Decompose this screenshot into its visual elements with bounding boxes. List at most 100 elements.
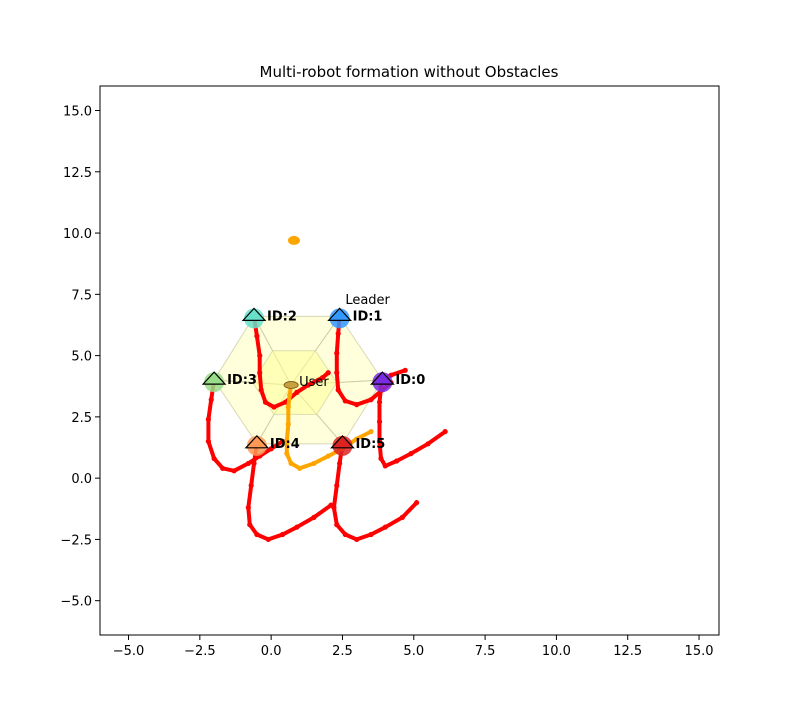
robot-path-2-point — [305, 382, 311, 388]
robot-path-5-point — [334, 522, 340, 528]
chart-title: Multi-robot formation without Obstacles — [260, 63, 559, 81]
robot-path-4-point — [279, 531, 286, 538]
user-path-point — [284, 438, 290, 444]
robot-path-3-point — [268, 446, 274, 452]
robot-path-2-point — [257, 370, 263, 376]
robot-id-label-1: ID:1 — [353, 309, 383, 324]
robot-path-5-point — [382, 524, 388, 530]
robot-path-4-point — [251, 460, 257, 467]
robot-path-5-point — [342, 531, 348, 538]
robot-heading-icon-2 — [241, 307, 267, 321]
robot-path-0-point — [402, 367, 408, 373]
robot-path-5-point — [354, 536, 360, 543]
x-tick-label: 0.0 — [261, 644, 282, 659]
robot-path-5-point — [414, 500, 420, 506]
robot-heading-icon-0 — [370, 371, 395, 385]
user-path-point — [284, 451, 290, 457]
robot-id-label-4: ID:4 — [270, 437, 300, 452]
y-tick-label: −2.5 — [60, 533, 92, 548]
robot-id-label-0: ID:0 — [395, 373, 425, 388]
robot-path-0-point — [382, 463, 388, 469]
robot-path-0-point — [378, 455, 384, 462]
y-tick-label: −5.0 — [60, 595, 92, 610]
user-path-point — [288, 460, 294, 467]
y-tick-label: 2.5 — [71, 411, 92, 426]
robot-path-3-point — [211, 455, 217, 462]
robot-path-3-point — [205, 416, 211, 422]
robot-path-4-point — [294, 524, 300, 530]
y-tick-label: 15.0 — [63, 105, 92, 120]
robot-path-0-point — [376, 419, 383, 425]
robot-path-1-point — [335, 387, 341, 393]
x-tick-label: 5.0 — [403, 644, 424, 659]
robot-path-0-point — [442, 428, 448, 435]
user-path-point — [325, 453, 331, 459]
x-tick-label: −5.0 — [113, 644, 145, 659]
robot-path-3-point — [208, 397, 214, 403]
x-tick-label: 15.0 — [685, 644, 714, 659]
robot-path-3-point — [220, 465, 226, 471]
robot-path-4-point — [248, 482, 254, 489]
robot-heading-icon-3 — [201, 371, 227, 385]
x-tick-label: 12.5 — [613, 644, 642, 659]
robot-id-label-5: ID:5 — [355, 437, 385, 452]
robot-path-2-point — [294, 389, 300, 395]
robot-path-2-point — [271, 404, 277, 410]
robot-id-label-3: ID:3 — [227, 373, 257, 388]
user-path-point — [368, 428, 374, 435]
plot-area: User ID:0 ID:1 ID:2 ID:3 ID:4 ID:5 Leader — [201, 235, 448, 543]
robot-path-2-point — [258, 387, 264, 393]
robot-path-2-point — [257, 352, 263, 359]
robot-path-2-point — [325, 370, 331, 376]
goal-marker — [287, 235, 300, 245]
robot-path-1-point — [368, 397, 374, 403]
robot-path-1-point — [342, 398, 348, 404]
robot-heading-icon-1 — [327, 307, 352, 321]
robot-path-5-point — [331, 504, 337, 511]
robot-path-5-point — [368, 531, 374, 538]
y-tick-label: 10.0 — [63, 227, 92, 242]
robot-path-1-point — [335, 330, 341, 337]
robot-path-4-point — [265, 536, 271, 543]
robot-path-0-point — [376, 399, 383, 405]
robot-path-3-point — [279, 438, 286, 444]
robot-path-5-point — [399, 514, 405, 520]
robot-path-4-point — [311, 514, 317, 520]
user-path-point — [285, 421, 291, 427]
robot-id-label-2: ID:2 — [267, 309, 297, 324]
user-marker — [283, 381, 299, 390]
robot-path-1 — [334, 314, 393, 407]
user-path-point — [287, 392, 293, 398]
robot-path-0-point — [425, 441, 431, 447]
x-tick-label: 2.5 — [332, 644, 353, 659]
robot-path-5-point — [337, 460, 343, 467]
user-path-point — [354, 436, 360, 442]
y-tick-label: 7.5 — [71, 288, 92, 303]
user-path-point — [297, 465, 303, 471]
robot-path-2-point — [262, 399, 269, 405]
robot-heading-icon-5 — [330, 434, 355, 449]
robot-path-0-point — [376, 438, 383, 444]
robot-path-1-point — [334, 350, 340, 356]
user-path-point — [311, 460, 317, 467]
robot-path-4-point — [245, 504, 251, 511]
user-label: User — [299, 375, 329, 390]
x-tick-label: 7.5 — [475, 644, 496, 659]
robot-path-0-point — [408, 451, 414, 457]
robot-path-0-point — [394, 458, 400, 464]
leader-label: Leader — [345, 293, 390, 308]
robot-path-5-point — [334, 482, 340, 489]
axes-frame — [99, 85, 720, 636]
robot-path-2-point — [319, 375, 326, 381]
x-tick-label: −2.5 — [184, 644, 216, 659]
x-tick-label: 10.0 — [542, 644, 571, 659]
y-tick-label: 12.5 — [63, 166, 92, 181]
robot-heading-icon-4 — [244, 434, 270, 449]
robot-path-2 — [252, 314, 331, 410]
robot-path-1-point — [354, 402, 360, 408]
y-tick-label: 5.0 — [71, 350, 92, 365]
robot-path-3-point — [205, 438, 211, 444]
axis-ticks: −5.0 −2.5 0.0 2.5 5.0 7.5 10.0 12.5 15.0 −5.0 −2.5… — [60, 105, 713, 659]
robot-path-2-point — [254, 333, 260, 339]
